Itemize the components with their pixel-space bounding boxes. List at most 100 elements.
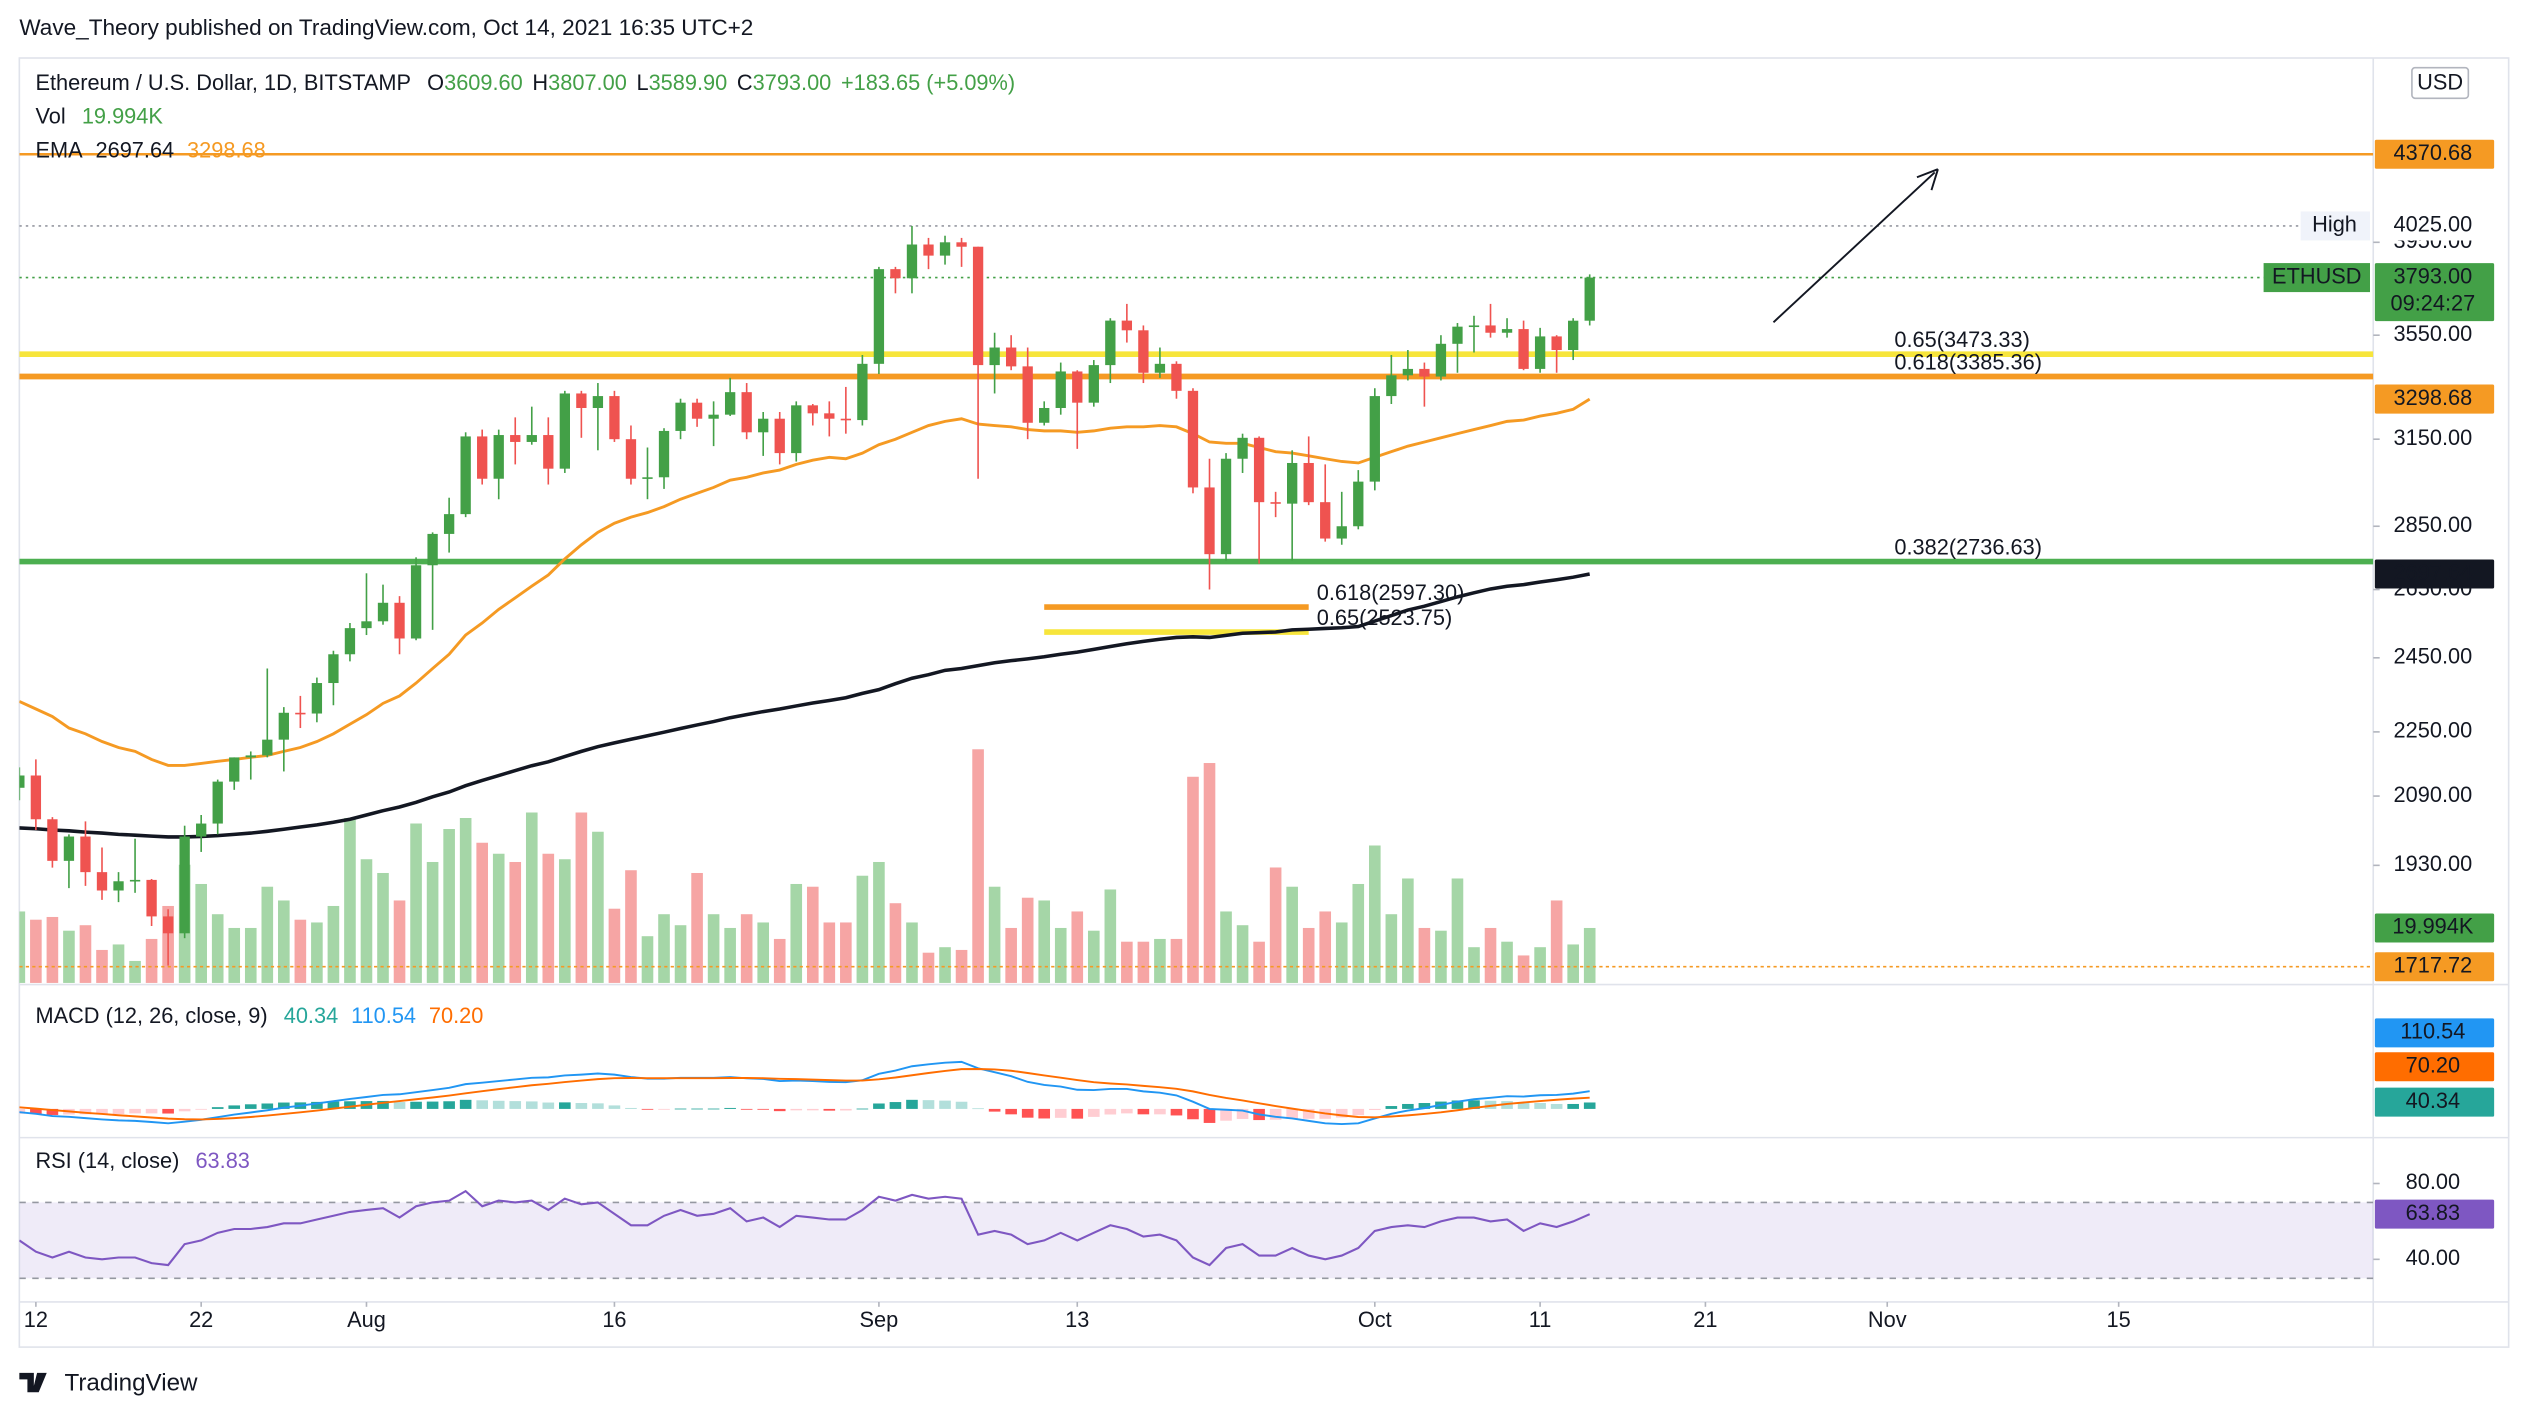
volume-bar xyxy=(1550,900,1563,983)
candle-body xyxy=(807,405,818,414)
volume-bar xyxy=(112,944,125,983)
arrow-head xyxy=(1916,168,1939,191)
candle-body xyxy=(923,244,934,256)
ema-value: 3298.68 xyxy=(187,137,266,162)
macd-histogram-bar xyxy=(19,1108,26,1114)
volume-bar xyxy=(889,903,902,983)
macd-line xyxy=(19,1068,1590,1121)
candle-body xyxy=(262,739,273,756)
volume-bar xyxy=(377,872,389,983)
macd-line xyxy=(19,1060,1590,1126)
volume-bar xyxy=(1203,763,1216,983)
ohlc-label: O xyxy=(427,70,444,95)
volume-bar xyxy=(1021,897,1034,983)
price-pane: 0.65(3473.33)0.618(3385.36) 0.382(2736.63… xyxy=(19,153,2374,983)
histogram-tag: 40.34 xyxy=(2406,1088,2460,1113)
level-tag-bg xyxy=(2374,952,2495,982)
candle-body xyxy=(510,435,521,442)
volume-bar xyxy=(608,908,621,983)
level-tag: 4370.68 xyxy=(2394,140,2473,165)
volume-bar xyxy=(1054,927,1067,983)
volume-bar xyxy=(344,818,356,983)
macd-histogram-bar xyxy=(542,1102,555,1109)
candle-body xyxy=(1419,368,1430,377)
y-tick-label: 2090.00 xyxy=(2394,782,2473,807)
y-tick-label: 2450.00 xyxy=(2394,644,2473,669)
candle-body xyxy=(80,836,91,873)
candle-body xyxy=(1055,371,1066,408)
macd-histogram-bar xyxy=(856,1108,869,1110)
candle-body xyxy=(1336,526,1347,539)
volume-bar xyxy=(658,914,670,983)
macd-pane xyxy=(19,1060,1596,1126)
candle-body xyxy=(774,418,785,454)
volume-bar xyxy=(806,886,819,983)
last-price-tag: 3793.00 xyxy=(2394,263,2473,288)
volume-bar xyxy=(476,842,488,983)
macd-histogram-bar xyxy=(559,1102,571,1109)
symbol-title: Ethereum / U.S. Dollar, 1D, BITSTAMP xyxy=(35,70,411,95)
candle-body xyxy=(1320,502,1331,539)
candle-body xyxy=(113,881,124,891)
candle-body xyxy=(1237,437,1248,459)
volume-bar xyxy=(922,952,935,983)
macd-histogram-bar xyxy=(1021,1108,1034,1118)
macd-histogram-bar xyxy=(476,1100,488,1109)
candle-body xyxy=(1435,343,1447,377)
candle-body xyxy=(1584,277,1595,321)
macd-histogram-bar xyxy=(889,1102,902,1109)
candle-body xyxy=(592,396,604,408)
macd-histogram-bar xyxy=(1534,1103,1546,1109)
candle-body xyxy=(278,712,289,740)
volume-bar xyxy=(393,900,406,983)
volume-bar xyxy=(1484,927,1497,983)
candle-body xyxy=(229,757,240,782)
volume-bar xyxy=(1137,941,1150,983)
candle-body xyxy=(162,916,174,934)
candle-body xyxy=(1138,330,1149,373)
volume-bar xyxy=(1418,927,1431,983)
candle-body xyxy=(972,246,984,366)
volume-bar xyxy=(1501,941,1513,983)
volume-bar xyxy=(1087,930,1100,983)
macd-tag: 110.54 xyxy=(2400,1019,2465,1044)
candle-body xyxy=(1039,407,1050,423)
macd-histogram-bar xyxy=(790,1108,803,1111)
currency: USD xyxy=(2417,70,2463,95)
macd-histogram-bar xyxy=(492,1100,505,1109)
macd-histogram-bar xyxy=(278,1102,290,1109)
volume-bar xyxy=(625,870,637,983)
volume-bar xyxy=(1038,900,1051,983)
candle-body xyxy=(427,533,438,566)
macd-histogram-bar xyxy=(575,1103,588,1109)
candle-body xyxy=(1204,487,1215,555)
volume-bar xyxy=(575,812,588,983)
high-tag: 4025.00 xyxy=(2394,212,2473,237)
ohlc-value: 3807.00 xyxy=(548,70,627,95)
candle-body xyxy=(460,436,471,515)
volume-bar xyxy=(294,919,307,983)
volume-bar xyxy=(1236,925,1249,983)
macd-histogram-bar xyxy=(1567,1103,1579,1109)
candle-body xyxy=(1369,396,1380,482)
candle-body xyxy=(724,392,736,415)
volume-bar xyxy=(773,938,786,983)
candle-body xyxy=(1468,325,1480,328)
macd-tag-bg xyxy=(2374,1018,2495,1048)
macd-histogram-bar xyxy=(608,1105,621,1109)
macd-histogram-bar xyxy=(145,1108,158,1114)
volume-bar xyxy=(96,949,108,983)
macd-histogram-bar xyxy=(1087,1108,1100,1117)
rsi-tag: 63.83 xyxy=(2406,1200,2460,1225)
volume-bar xyxy=(145,938,158,983)
volume-bar xyxy=(1005,927,1017,983)
macd-histogram-bar xyxy=(1005,1108,1017,1115)
legend: Ethereum / U.S. Dollar, 1D, BITSTAMP O360… xyxy=(35,70,1015,1173)
macd-histogram-bar xyxy=(724,1107,736,1109)
high-name-bg xyxy=(2300,211,2370,241)
candle-body xyxy=(658,430,670,478)
fib-label: 0.618(3385.36) xyxy=(1894,349,2042,374)
candle-body xyxy=(526,435,537,442)
candle-body xyxy=(493,435,504,479)
